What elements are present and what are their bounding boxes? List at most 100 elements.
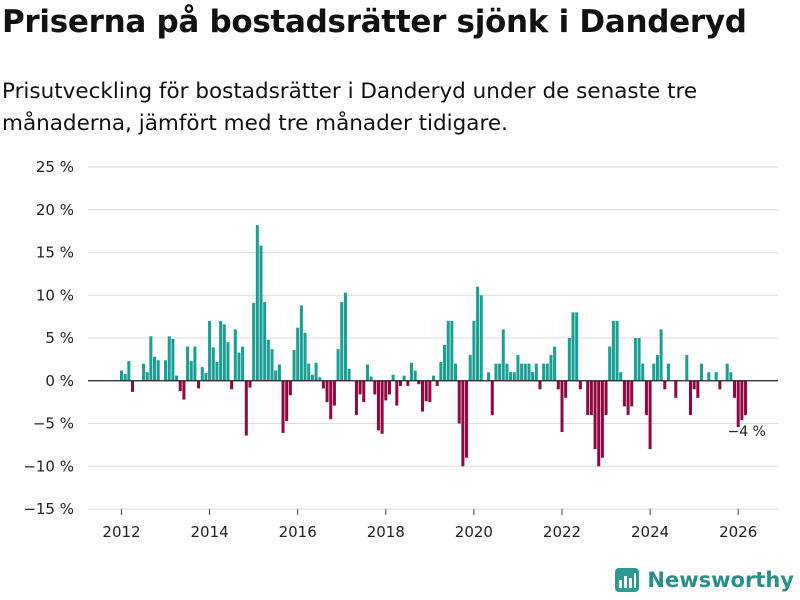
bar <box>398 380 402 386</box>
bar <box>553 346 557 381</box>
bar <box>197 380 201 389</box>
bar <box>549 355 553 381</box>
bar <box>329 380 333 420</box>
bar <box>472 320 476 381</box>
bar <box>600 380 604 458</box>
bar <box>626 380 630 415</box>
bar <box>171 338 175 381</box>
x-tick-label: 2018 <box>367 523 405 541</box>
bar <box>332 380 336 406</box>
bar <box>457 380 461 424</box>
gridlines <box>88 166 778 510</box>
bar <box>692 380 696 390</box>
bar <box>589 380 593 415</box>
bar <box>237 352 241 381</box>
x-tick-label: 2024 <box>631 523 669 541</box>
bar <box>688 380 692 415</box>
bar <box>523 363 527 381</box>
bar <box>696 380 700 398</box>
chart-subtitle: Prisutveckling för bostadsrätter i Dande… <box>2 79 698 136</box>
x-axis-ticks: 2012 2014 2016 2018 2020 2022 2024 2026 <box>102 509 757 541</box>
y-tick-label: 15 % <box>36 244 74 262</box>
bar <box>281 380 285 433</box>
bar <box>443 344 447 381</box>
y-tick-label: 20 % <box>36 201 74 219</box>
bar <box>296 327 300 381</box>
bar <box>556 380 560 390</box>
bar <box>145 372 149 381</box>
bar <box>622 380 626 407</box>
newsworthy-logo-icon <box>615 568 640 592</box>
x-tick-label: 2014 <box>191 523 229 541</box>
bar <box>461 380 465 467</box>
bar <box>402 375 406 381</box>
bar <box>230 380 234 390</box>
bar <box>744 380 748 415</box>
y-tick-label: 10 % <box>36 286 74 304</box>
bar <box>219 320 223 381</box>
bar <box>450 320 454 381</box>
bar <box>288 380 292 396</box>
bar <box>215 361 219 381</box>
bar <box>512 372 516 381</box>
bar-series <box>119 225 748 467</box>
bar <box>233 329 237 381</box>
bar <box>432 375 436 381</box>
bar <box>252 302 256 381</box>
bar <box>648 380 652 450</box>
bar <box>365 364 369 381</box>
bar <box>153 356 157 381</box>
bar <box>655 355 659 381</box>
bar <box>380 380 384 434</box>
bar <box>299 305 303 381</box>
bar <box>347 368 351 381</box>
bar <box>733 380 737 398</box>
bar <box>274 370 278 381</box>
bar <box>446 320 450 381</box>
bar <box>266 339 270 381</box>
bar <box>277 364 281 381</box>
bar <box>633 338 637 381</box>
bar <box>718 380 722 390</box>
bar <box>244 380 248 436</box>
bar <box>119 370 123 381</box>
bar <box>575 312 579 381</box>
bar <box>200 367 204 381</box>
bar <box>336 349 340 381</box>
bar <box>597 380 601 467</box>
bar <box>204 373 208 381</box>
bar <box>516 355 520 381</box>
bar <box>490 380 494 415</box>
bar <box>608 346 612 381</box>
bar <box>263 302 267 381</box>
bar <box>560 380 564 433</box>
bar <box>376 380 380 431</box>
bar <box>285 380 289 421</box>
bar <box>406 380 410 386</box>
x-tick-label: 2022 <box>543 523 581 541</box>
x-tick-label: 2026 <box>719 523 757 541</box>
bar <box>729 372 733 381</box>
bar <box>354 380 358 415</box>
bar <box>674 380 678 398</box>
y-tick-label: 0 % <box>45 372 74 390</box>
x-tick-label: 2016 <box>279 523 317 541</box>
bar <box>186 346 190 381</box>
bar <box>578 380 582 390</box>
bar <box>189 361 193 381</box>
bar <box>586 380 590 415</box>
y-tick-label: 5 % <box>45 329 74 347</box>
bar <box>699 363 703 381</box>
bar <box>131 380 135 392</box>
bar <box>725 363 729 381</box>
bar <box>644 380 648 415</box>
bar <box>211 347 215 381</box>
bar <box>421 380 425 412</box>
bar <box>178 380 182 392</box>
bar <box>468 355 472 381</box>
bar <box>498 363 502 381</box>
bar <box>476 286 480 381</box>
bar <box>736 380 740 427</box>
brand-name: Newsworthy <box>647 568 794 592</box>
